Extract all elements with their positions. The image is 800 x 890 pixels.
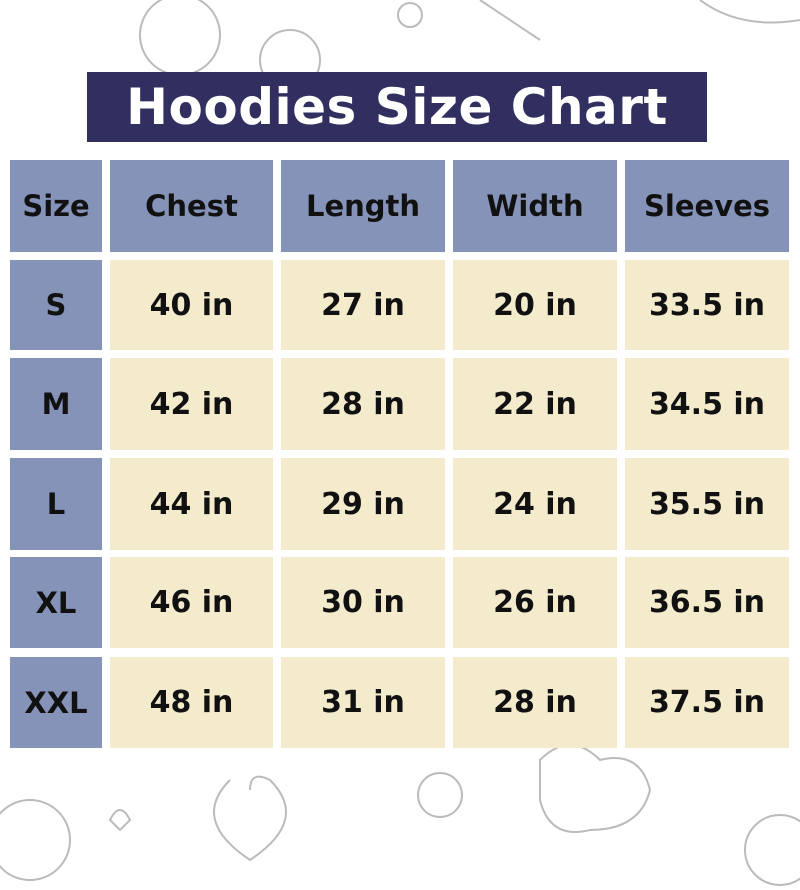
row-header-size: L: [10, 458, 102, 550]
column-header-width: Width: [453, 160, 617, 252]
row-header-size: M: [10, 358, 102, 450]
table-cell-length: 31 in: [281, 657, 445, 748]
table-cell-chest: 48 in: [110, 657, 273, 748]
column-header-length: Length: [281, 160, 445, 252]
table-cell-sleeves: 36.5 in: [625, 557, 789, 648]
table-cell-width: 22 in: [453, 358, 617, 450]
table-cell-chest: 40 in: [110, 260, 273, 350]
table-cell-sleeves: 35.5 in: [625, 458, 789, 550]
column-header-sleeves: Sleeves: [625, 160, 789, 252]
column-header-size: Size: [10, 160, 102, 252]
table-cell-sleeves: 37.5 in: [625, 657, 789, 748]
table-cell-width: 26 in: [453, 557, 617, 648]
column-header-chest: Chest: [110, 160, 273, 252]
table-cell-width: 28 in: [453, 657, 617, 748]
table-cell-sleeves: 34.5 in: [625, 358, 789, 450]
table-cell-chest: 42 in: [110, 358, 273, 450]
row-header-size: S: [10, 260, 102, 350]
table-cell-sleeves: 33.5 in: [625, 260, 789, 350]
table-cell-chest: 46 in: [110, 557, 273, 648]
table-cell-length: 28 in: [281, 358, 445, 450]
table-cell-length: 30 in: [281, 557, 445, 648]
table-cell-width: 20 in: [453, 260, 617, 350]
table-cell-width: 24 in: [453, 458, 617, 550]
row-header-size: XXL: [10, 657, 102, 748]
row-header-size: XL: [10, 557, 102, 648]
table-cell-length: 29 in: [281, 458, 445, 550]
chart-title: Hoodies Size Chart: [87, 72, 707, 142]
table-cell-chest: 44 in: [110, 458, 273, 550]
table-cell-length: 27 in: [281, 260, 445, 350]
